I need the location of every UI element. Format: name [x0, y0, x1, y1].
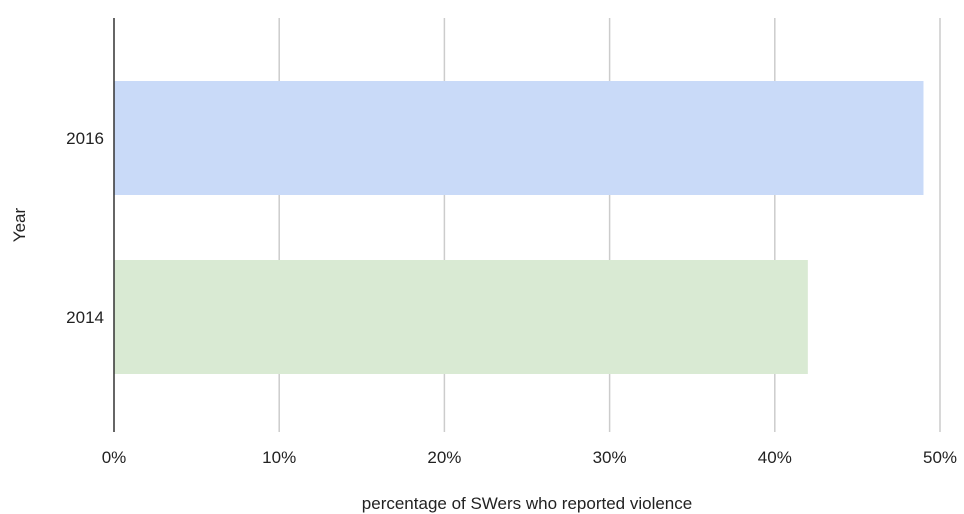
- y-tick-label-2014: 2014: [66, 308, 104, 327]
- x-tick-label-20: 20%: [427, 448, 461, 467]
- x-tick-label-0: 0%: [102, 448, 127, 467]
- x-tick-label-50: 50%: [923, 448, 957, 467]
- x-tick-label-30: 30%: [593, 448, 627, 467]
- bar-2016: [114, 81, 924, 195]
- x-axis-title: percentage of SWers who reported violenc…: [362, 494, 692, 513]
- x-tick-label-10: 10%: [262, 448, 296, 467]
- bars: [114, 81, 924, 374]
- y-tick-labels: 2016 2014: [66, 129, 104, 327]
- y-axis-title: Year: [10, 207, 29, 242]
- x-tick-label-40: 40%: [758, 448, 792, 467]
- x-tick-labels: 0% 10% 20% 30% 40% 50%: [102, 448, 957, 467]
- bar-2014: [114, 260, 808, 374]
- y-tick-label-2016: 2016: [66, 129, 104, 148]
